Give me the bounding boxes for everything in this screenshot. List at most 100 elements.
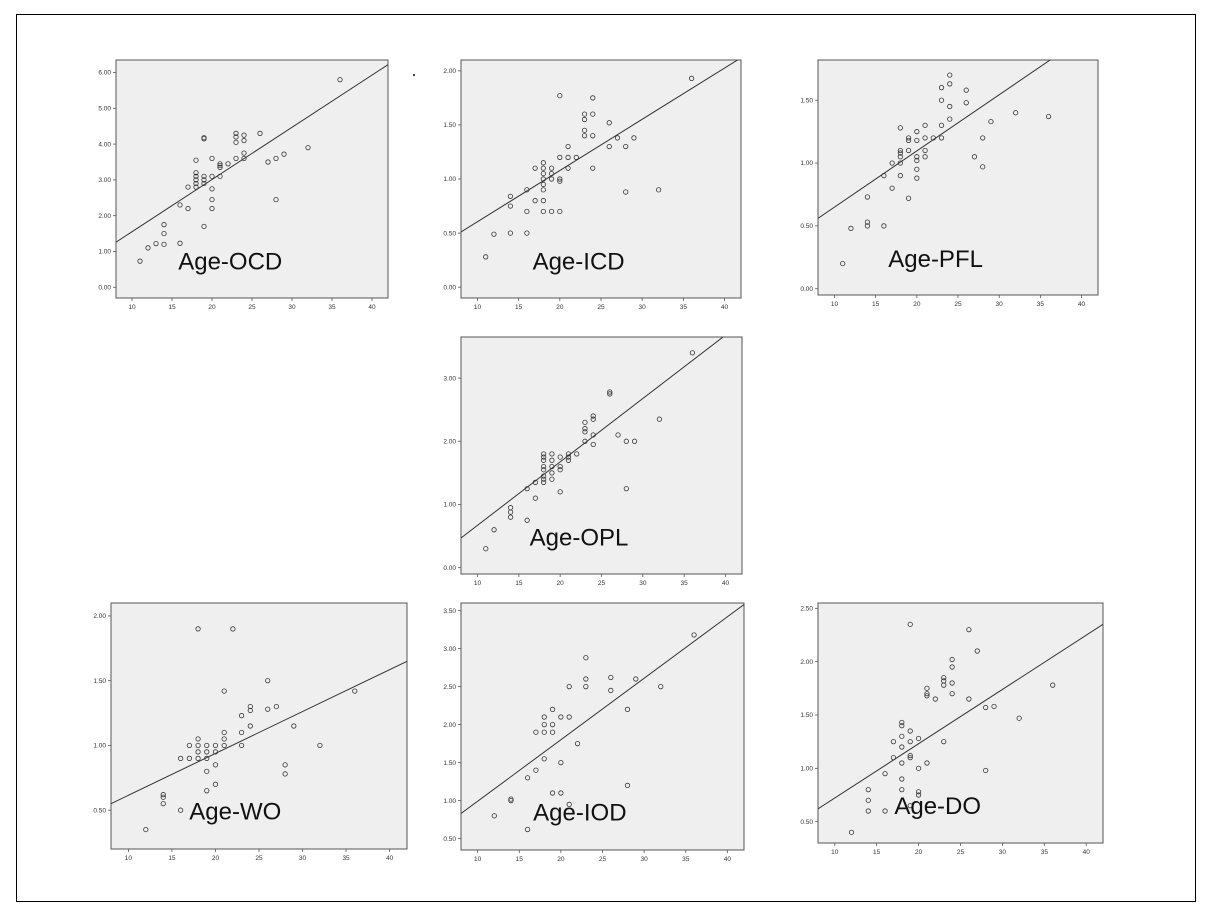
data-point (938, 97, 945, 103)
data-point (540, 181, 546, 188)
data-point (160, 801, 166, 807)
data-point (924, 693, 930, 699)
data-point (590, 133, 596, 139)
data-point (583, 676, 589, 682)
y-tick-label: 1.50 (800, 712, 813, 719)
data-point (177, 240, 183, 246)
data-point (193, 173, 199, 179)
data-point (193, 170, 199, 176)
data-point (656, 416, 662, 422)
x-tick-label: 35 (681, 580, 689, 587)
data-point (914, 157, 920, 164)
data-point (541, 714, 547, 720)
data-point (899, 744, 905, 750)
data-point (914, 129, 920, 135)
data-point (541, 463, 547, 470)
data-point (656, 187, 662, 193)
data-point (623, 189, 629, 195)
data-point (573, 154, 579, 160)
x-tick-label: 40 (1078, 301, 1086, 308)
chart-title: Age-DO (894, 793, 981, 820)
x-tick-label: 40 (386, 855, 394, 862)
data-point (899, 733, 905, 739)
data-point (540, 165, 546, 171)
y-tick-label: 1.50 (93, 678, 106, 685)
data-point (352, 688, 358, 694)
data-point (907, 752, 913, 759)
data-point (865, 797, 871, 803)
fit-line (461, 60, 739, 233)
y-tick-label: 1.00 (98, 249, 111, 256)
data-point (966, 627, 972, 633)
data-point (541, 722, 547, 728)
data-point (507, 230, 514, 236)
data-point (195, 755, 201, 761)
data-point (922, 122, 928, 128)
data-point (897, 150, 903, 156)
data-point (221, 742, 227, 749)
data-point (582, 429, 588, 435)
data-point (924, 760, 930, 766)
fit-line (116, 64, 388, 243)
data-point (204, 768, 210, 774)
data-point (193, 157, 199, 163)
data-point (688, 75, 695, 81)
data-point (1013, 110, 1019, 116)
data-point (864, 223, 871, 229)
x-tick-label: 30 (639, 304, 647, 311)
data-point (881, 173, 887, 179)
data-point (557, 176, 563, 182)
data-point (557, 454, 563, 460)
plot-area (817, 59, 1099, 296)
data-point (890, 739, 897, 745)
data-point (257, 130, 263, 136)
data-point (491, 527, 497, 533)
plot-area (115, 59, 389, 299)
chart-title: Age-OPL (530, 525, 629, 552)
data-point (265, 678, 271, 684)
data-point (590, 432, 596, 438)
data-point (581, 116, 588, 123)
data-point (532, 495, 538, 501)
y-tick-label: 1.00 (800, 160, 813, 167)
data-point (541, 454, 547, 460)
y-tick-label: 1.00 (443, 502, 456, 509)
data-point (524, 826, 531, 833)
x-tick-label: 10 (474, 580, 482, 587)
data-point (209, 155, 215, 162)
data-point (541, 473, 547, 479)
data-point (889, 185, 895, 191)
data-point (217, 161, 223, 167)
data-point (524, 187, 530, 193)
data-point (899, 760, 905, 766)
x-tick-label: 30 (996, 301, 1004, 308)
data-point (209, 196, 215, 203)
data-point (195, 742, 201, 749)
x-tick-label: 35 (680, 304, 688, 311)
data-point (209, 186, 215, 192)
data-point (938, 85, 945, 91)
data-point (574, 451, 580, 457)
data-point (980, 135, 986, 141)
data-point (557, 463, 563, 470)
data-point (897, 160, 903, 166)
x-tick-label: 25 (248, 304, 256, 311)
data-point (186, 742, 192, 749)
y-tick-label: 2.00 (98, 213, 111, 220)
data-point (241, 150, 247, 156)
data-point (914, 154, 920, 160)
data-point (532, 479, 538, 485)
data-point (541, 457, 547, 463)
data-point (864, 219, 871, 225)
y-tick-label: 1.00 (443, 798, 456, 805)
y-tick-label: 0.50 (800, 819, 813, 826)
data-point (941, 739, 947, 745)
data-point (557, 178, 563, 184)
data-point (882, 808, 888, 814)
data-point (983, 704, 989, 711)
y-tick-label: 2.50 (443, 684, 456, 691)
plot-area (110, 602, 408, 850)
fit-line (461, 604, 744, 814)
fit-line (818, 623, 1103, 810)
y-tick-label: 4.00 (98, 141, 111, 148)
